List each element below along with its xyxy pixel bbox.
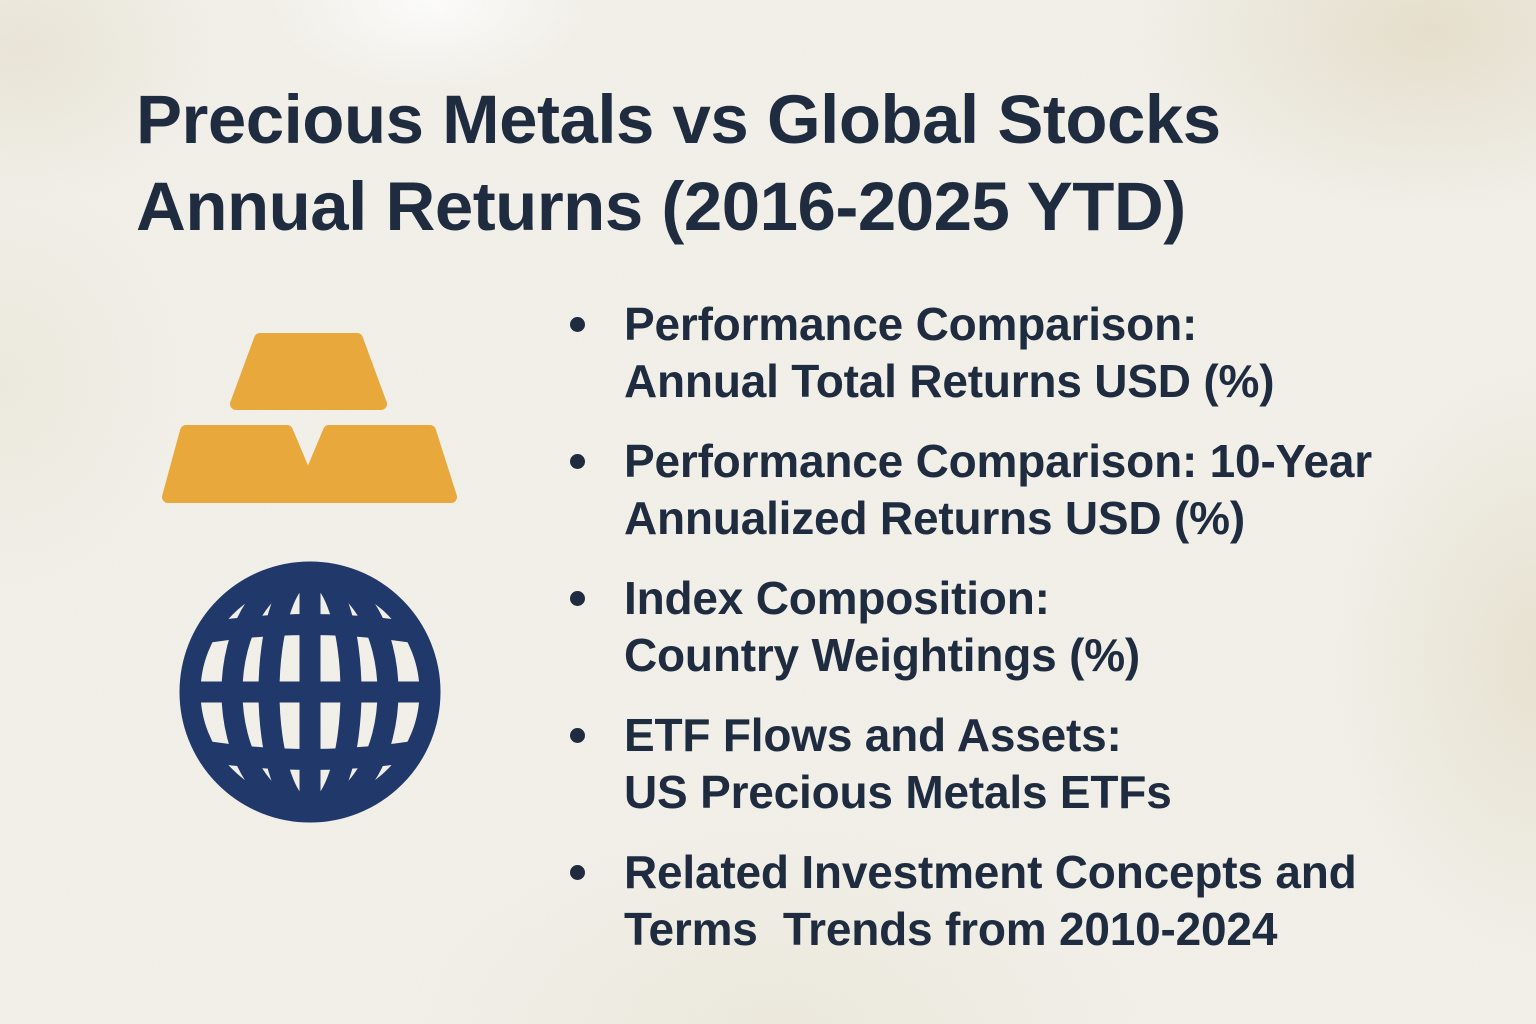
globe-icon (179, 561, 441, 823)
topics-list: Performance Comparison: Annual Total Ret… (570, 296, 1470, 981)
bullet-text-line: Annual Total Returns USD (%) (624, 355, 1275, 407)
bullet-text-line: ETF Flows and Assets: (624, 709, 1122, 761)
title-line-1: Precious Metals vs Global Stocks (136, 81, 1221, 158)
list-item: Performance Comparison: Annual Total Ret… (570, 296, 1470, 410)
bullet-dot (570, 865, 585, 880)
bullet-dot (570, 454, 585, 469)
bullet-text-line: US Precious Metals ETFs (624, 766, 1172, 818)
bullet-text-line: Country Weightings (%) (624, 629, 1141, 681)
list-item: Related Investment Concepts and Terms Tr… (570, 844, 1470, 958)
list-item: Performance Comparison: 10-Year Annualiz… (570, 433, 1470, 547)
bullet-text-line: Performance Comparison: 10-Year (624, 435, 1372, 487)
bullet-text-line: Annualized Returns USD (%) (624, 492, 1245, 544)
gold-bars-icon (162, 333, 457, 503)
bullet-text-line: Related Investment Concepts and (624, 846, 1357, 898)
list-item: Index Composition: Country Weightings (%… (570, 570, 1470, 684)
bullet-text-line: Terms Trends from 2010-2024 (624, 903, 1278, 955)
page-title: Precious Metals vs Global Stocks Annual … (136, 76, 1221, 250)
bullet-text-line: Performance Comparison: (624, 298, 1198, 350)
bullet-dot (570, 728, 585, 743)
bullet-dot (570, 591, 585, 606)
bullet-dot (570, 317, 585, 332)
list-item: ETF Flows and Assets: US Precious Metals… (570, 707, 1470, 821)
title-line-2: Annual Returns (2016-2025 YTD) (136, 168, 1186, 245)
bullet-text-line: Index Composition: (624, 572, 1050, 624)
